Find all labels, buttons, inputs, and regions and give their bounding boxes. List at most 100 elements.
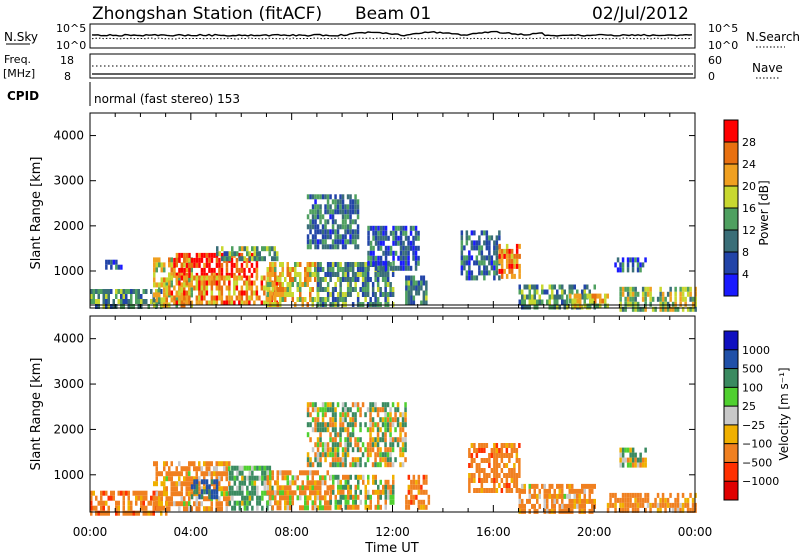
power-cell [351,267,355,272]
velocity-cell [639,492,642,498]
power-cell [195,275,199,281]
power-cell [599,303,602,309]
velocity-cell [578,488,581,494]
velocity-cell [500,468,504,473]
power-cell [485,245,489,251]
power-cell [336,262,340,267]
velocity-cell [371,442,375,448]
power-cell [326,209,330,215]
power-cell [619,301,622,307]
power-cell [531,299,534,305]
power-cell [619,267,622,273]
power-cell [589,293,592,299]
velocity-cell [521,488,524,494]
velocity-colorbar-swatch [724,424,738,444]
power-cell [493,245,496,251]
power-cell [402,255,405,261]
power-cell [331,229,335,235]
power-cell [339,277,342,282]
velocity-cell [309,457,312,463]
velocity-cell [344,452,347,458]
power-cell [634,257,637,263]
power-cell [538,299,541,305]
velocity-cell [284,505,287,511]
power-cell [324,287,327,292]
power-cell [269,292,272,297]
power-cell [226,251,229,257]
velocity-cell [407,474,411,480]
power-cell [341,292,345,297]
velocity-cell [399,432,402,438]
power-cell [689,296,692,302]
velocity-cell [583,508,586,514]
velocity-cell [142,490,145,496]
velocity-cell [246,500,249,506]
velocity-cell [366,427,370,433]
power-cell [319,282,322,287]
velocity-cell [468,478,471,483]
power-cell [649,291,652,297]
velocity-cell [316,485,319,491]
velocity-cell [215,506,218,512]
power-cell [641,286,645,292]
velocity-cell [384,499,387,505]
power-cell [225,275,229,281]
velocity-cell [286,505,289,511]
velocity-cell [384,489,387,495]
power-cell [480,245,484,251]
power-cell [493,265,496,271]
velocity-cell [314,490,317,496]
power-cell [399,245,403,251]
velocity-cell [256,500,259,506]
velocity-cell [334,432,337,438]
power-cell [591,293,594,299]
power-cell [193,275,196,281]
velocity-cell [331,452,335,458]
velocity-cell [558,503,561,509]
power-cell [498,230,501,236]
power-cell [120,289,123,294]
power-cell [175,252,179,258]
velocity-cell [389,412,392,418]
power-cell [571,284,574,290]
velocity-cell [218,476,221,482]
power-cell [127,299,130,304]
velocity-cell [215,479,219,485]
power-cell [589,303,592,309]
velocity-cell [553,508,556,514]
power-cell [346,267,350,272]
power-cell [689,306,692,312]
power-cell [228,272,231,278]
power-cell [551,294,554,300]
power-cell [243,272,246,278]
velocity-cell [268,465,272,471]
velocity-cell [344,402,347,408]
velocity-cell [571,498,574,504]
velocity-cell [399,427,402,433]
power-cell [551,289,554,295]
velocity-cell [376,437,380,443]
power-cell [405,280,408,286]
power-cell [518,243,521,249]
power-cell [324,244,327,250]
power-cell [140,304,143,309]
velocity-cell [609,502,612,508]
velocity-cell [581,498,584,504]
power-cell [269,272,272,277]
velocity-cell [376,462,380,468]
velocity-cell [251,480,254,486]
power-cell [528,304,531,310]
velocity-cell [371,427,375,433]
power-cell [185,280,189,286]
power-cell [137,294,140,299]
velocity-cell [568,488,571,494]
velocity-cell [586,483,589,489]
power-cell [183,257,186,263]
velocity-cell [578,508,581,514]
power-cell [155,289,158,294]
power-cell [163,287,166,293]
velocity-cell [115,510,118,516]
velocity-cell [671,502,675,508]
velocity-cell [233,505,237,511]
velocity-cell [324,505,327,511]
